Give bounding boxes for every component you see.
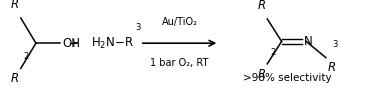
Text: H$_2$N$-$R: H$_2$N$-$R — [91, 36, 134, 51]
Text: R: R — [11, 0, 19, 11]
Text: 2: 2 — [24, 52, 29, 61]
Text: R: R — [257, 0, 265, 12]
Text: 3: 3 — [135, 23, 141, 32]
Text: R: R — [257, 68, 265, 80]
Text: +: + — [69, 37, 79, 50]
Text: N: N — [304, 35, 313, 48]
Text: Au/TiO₂: Au/TiO₂ — [161, 17, 198, 27]
Text: 3: 3 — [333, 40, 338, 49]
Text: 1 bar O₂, RT: 1 bar O₂, RT — [150, 58, 209, 68]
Text: R: R — [11, 72, 19, 85]
Text: >98% selectivity: >98% selectivity — [243, 73, 332, 83]
Text: OH: OH — [62, 37, 80, 50]
Text: R: R — [327, 61, 335, 74]
Text: 2: 2 — [270, 48, 275, 57]
